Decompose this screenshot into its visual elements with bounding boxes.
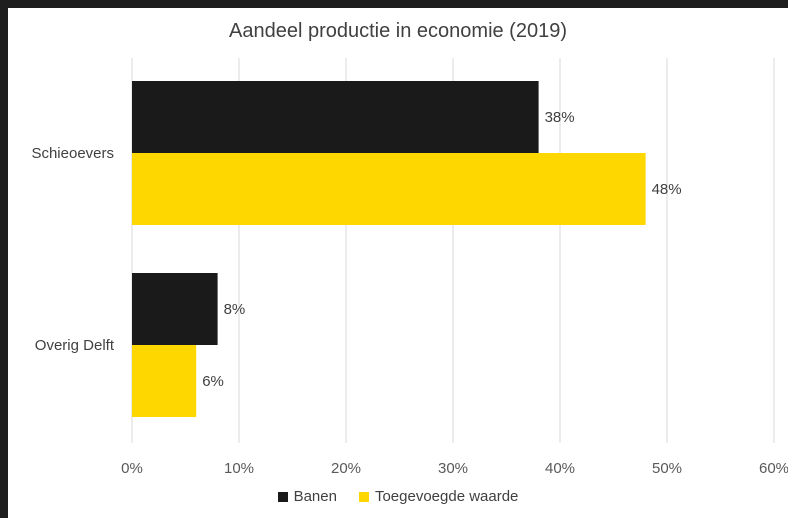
data-label: 38% <box>545 109 575 126</box>
category-label: Overig Delft <box>35 337 115 354</box>
chart-legend: Banen Toegevoegde waarde <box>8 488 788 505</box>
legend-swatch-toegevoegde-waarde <box>358 491 369 502</box>
x-tick-label: 30% <box>438 460 468 477</box>
category-label: Schieoevers <box>31 145 114 162</box>
legend-label-toegevoegde-waarde: Toegevoegde waarde <box>374 488 519 505</box>
x-tick-label: 40% <box>545 460 575 477</box>
legend-swatch-banen <box>277 491 288 502</box>
bar-toegevoegde-waarde <box>132 345 197 417</box>
legend-label-banen: Banen <box>293 488 337 505</box>
legend-item-banen: Banen <box>277 488 337 505</box>
bar-chart: 0% 10% 20% 30% 40% 50% 60% 38% 48% Schieoevers 8% 6… <box>31 58 788 477</box>
x-tick-label: 50% <box>652 460 682 477</box>
x-tick-label: 20% <box>331 460 361 477</box>
data-label: 6% <box>202 373 224 390</box>
chart-title: Aandeel productie in economie (2019) <box>229 20 567 42</box>
data-label: 48% <box>652 181 682 198</box>
legend-item-toegevoegde-waarde: Toegevoegde waarde <box>358 488 519 505</box>
bar-toegevoegde-waarde <box>132 153 646 225</box>
data-label: 8% <box>224 301 246 318</box>
bar-banen <box>132 273 218 345</box>
x-tick-label: 10% <box>224 460 254 477</box>
x-tick-label: 0% <box>121 460 143 477</box>
bar-banen <box>132 81 539 153</box>
chart-frame: Aandeel productie in economie (2019) 0% 1… <box>8 8 788 518</box>
x-tick-label: 60% <box>759 460 788 477</box>
